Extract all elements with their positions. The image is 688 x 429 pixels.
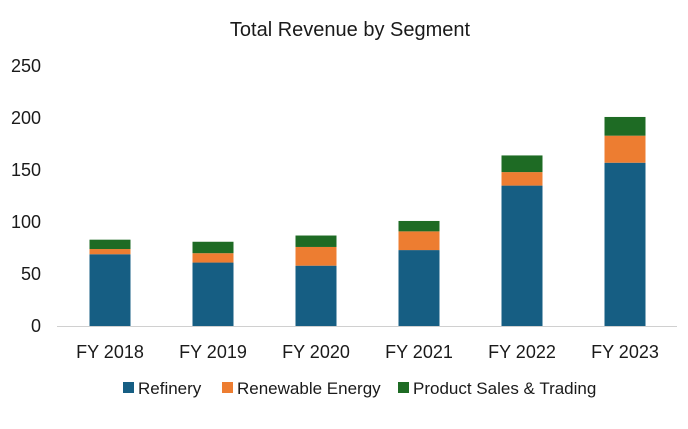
y-tick-label: 150 bbox=[11, 160, 41, 180]
bar-renewable-energy-fy-2019 bbox=[192, 253, 234, 263]
bar-refinery-fy-2022 bbox=[501, 185, 543, 326]
x-tick-label: FY 2019 bbox=[179, 342, 247, 362]
bar-renewable-energy-fy-2021 bbox=[398, 231, 440, 251]
bar-renewable-energy-fy-2022 bbox=[501, 172, 543, 186]
x-axis-ticks: FY 2018 FY 2019 FY 2020 FY 2021 FY 2022 FY 20… bbox=[76, 342, 659, 362]
bar-refinery-fy-2020 bbox=[295, 265, 337, 326]
x-tick-label: FY 2023 bbox=[591, 342, 659, 362]
bar-product-sales-trading-fy-2020 bbox=[295, 235, 337, 247]
bar-product-sales-trading-fy-2019 bbox=[192, 241, 234, 254]
bar-product-sales-trading-fy-2018 bbox=[89, 239, 131, 250]
bar-refinery-fy-2021 bbox=[398, 250, 440, 326]
bar-product-sales-trading-fy-2023 bbox=[604, 116, 646, 136]
legend-swatch bbox=[398, 382, 409, 393]
bar-refinery-fy-2023 bbox=[604, 162, 646, 326]
legend-swatch bbox=[123, 382, 134, 393]
y-axis-ticks: 0 50 100 150 200 250 bbox=[11, 56, 41, 336]
y-tick-label: 50 bbox=[21, 264, 41, 284]
chart-title: Total Revenue by Segment bbox=[230, 19, 471, 41]
legend: Refinery Renewable Energy Product Sales & … bbox=[123, 379, 596, 398]
y-tick-label: 0 bbox=[31, 316, 41, 336]
bar-renewable-energy-fy-2023 bbox=[604, 135, 646, 163]
bar-product-sales-trading-fy-2022 bbox=[501, 155, 543, 173]
y-tick-label: 100 bbox=[11, 212, 41, 232]
legend-swatch bbox=[222, 382, 233, 393]
x-tick-label: FY 2018 bbox=[76, 342, 144, 362]
bars bbox=[89, 116, 646, 326]
x-tick-label: FY 2021 bbox=[385, 342, 453, 362]
y-tick-label: 200 bbox=[11, 108, 41, 128]
legend-label: Product Sales & Trading bbox=[413, 379, 596, 398]
bar-product-sales-trading-fy-2021 bbox=[398, 220, 440, 232]
legend-label: Refinery bbox=[138, 379, 202, 398]
bar-renewable-energy-fy-2020 bbox=[295, 246, 337, 266]
x-tick-label: FY 2020 bbox=[282, 342, 350, 362]
bar-refinery-fy-2018 bbox=[89, 254, 131, 326]
bar-renewable-energy-fy-2018 bbox=[89, 249, 131, 255]
legend-label: Renewable Energy bbox=[237, 379, 381, 398]
y-tick-label: 250 bbox=[11, 56, 41, 76]
x-tick-label: FY 2022 bbox=[488, 342, 556, 362]
bar-refinery-fy-2019 bbox=[192, 262, 234, 326]
